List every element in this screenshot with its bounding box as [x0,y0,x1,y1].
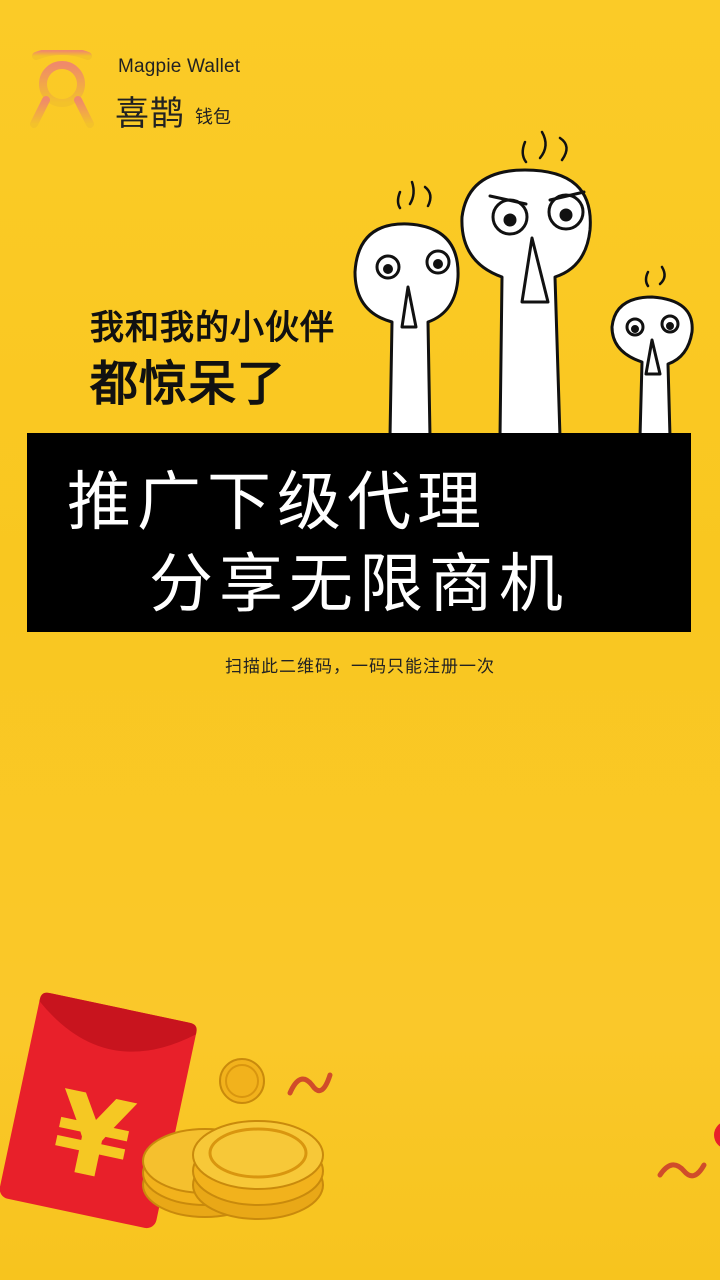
brand-name-en: Magpie Wallet [118,56,241,77]
headline-line2: 都惊呆了 [90,356,287,412]
shocked-characters-icon [353,130,694,437]
red-envelope-icon: ¥ [0,992,197,1229]
banner-line1: 推广下级代理 [67,466,487,540]
brand-name-cn: 喜鹊 [115,94,185,134]
scan-hint-text: 扫描此二维码，一码只能注册一次 [225,657,495,677]
headline-line1: 我和我的小伙伴 [90,308,335,348]
brand-name-cn-suffix: 钱包 [195,107,231,128]
decoration-group: ¥ [0,992,720,1229]
gold-coins-icon [142,1058,324,1220]
banner-line2: 分享无限商机 [149,548,569,622]
promo-banner: 推广下级代理 分享无限商机 [27,433,691,632]
magpie-logo-icon [30,50,94,128]
ribbon-icon [287,1072,707,1179]
